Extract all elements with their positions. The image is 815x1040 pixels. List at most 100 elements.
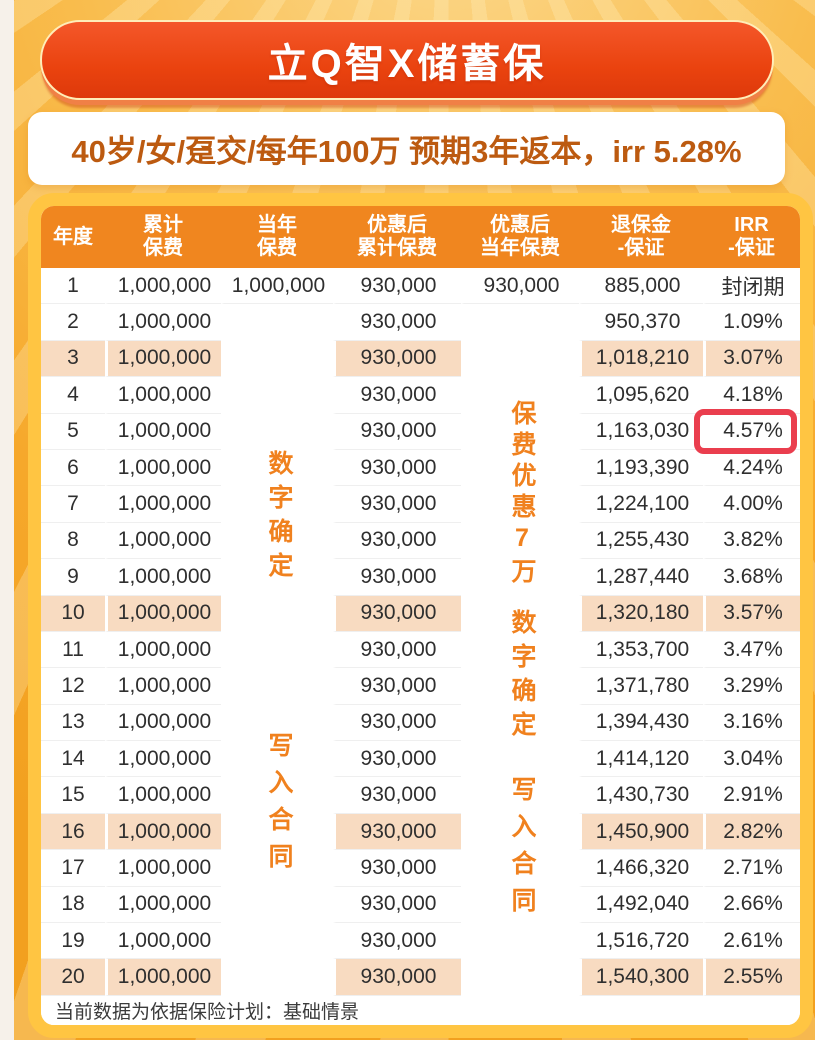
vertical-annotation: 数字确定: [265, 450, 293, 587]
cell-year: 19: [41, 923, 105, 960]
cell-cumulative-premium: 1,000,000: [105, 631, 221, 669]
table-row: 12 1,000,000 930,000 1,371,780 3.29%: [41, 668, 800, 705]
cell-cumulative-premium: 1,000,000: [105, 668, 221, 705]
cell-discounted-cumulative-premium: 930,000: [333, 268, 461, 305]
table-row: 7 1,000,000 930,000 1,224,100 4.00%: [41, 486, 800, 523]
cell-irr: 3.68%: [703, 559, 800, 596]
cell-year: 12: [41, 668, 105, 705]
cell-irr: 封闭期: [703, 268, 800, 305]
vertical-annotation: 保费优惠7万: [508, 400, 536, 590]
cell-irr: 3.29%: [703, 668, 800, 705]
cell-surrender-value: 1,320,180: [579, 595, 703, 632]
column-header-discounted-cumulative-premium: 优惠后 累计保费: [333, 206, 461, 268]
cell-discounted-cumulative-premium: 930,000: [333, 959, 461, 996]
cell-discounted-cumulative-premium: 930,000: [333, 813, 461, 851]
cell-year: 10: [41, 595, 105, 632]
table-row: 1 1,000,000 1,000,000 930,000 930,000 885,000…: [41, 268, 800, 305]
table-row: 18 1,000,000 930,000 1,492,040 2.66%: [41, 886, 800, 924]
cell-discounted-cumulative-premium: 930,000: [333, 595, 461, 632]
cell-surrender-value: 1,353,700: [579, 631, 703, 669]
table-row: 17 1,000,000 930,000 1,466,320 2.71%: [41, 850, 800, 887]
cell-irr: 4.00%: [703, 486, 800, 523]
cell-irr: 2.61%: [703, 923, 800, 960]
cell-cumulative-premium: 1,000,000: [105, 704, 221, 742]
column-header-irr-guaranteed: IRR -保证: [703, 206, 800, 268]
cell-discounted-cumulative-premium: 930,000: [333, 559, 461, 596]
benefit-table-card: 年度 累计 保费 当年 保费 优惠后 累计保费 优惠后 当年保费 退保金 -保证…: [28, 193, 813, 1038]
cell-irr: 4.24%: [703, 449, 800, 487]
cell-cumulative-premium: 1,000,000: [105, 813, 221, 851]
cell-irr: 3.47%: [703, 631, 800, 669]
cell-year: 3: [41, 340, 105, 378]
vertical-annotation: 写入合同: [265, 732, 293, 881]
cell-surrender-value: 885,000: [579, 268, 703, 305]
cell-cumulative-premium: 1,000,000: [105, 595, 221, 632]
cell-surrender-value: 1,492,040: [579, 886, 703, 924]
cell-year: 15: [41, 777, 105, 814]
plan-summary-bar: 40岁/女/趸交/每年100万 预期3年返本，irr 5.28%: [28, 112, 785, 185]
cell-surrender-value: 1,018,210: [579, 340, 703, 378]
cell-cumulative-premium: 1,000,000: [105, 340, 221, 378]
vertical-annotation: 数字确定: [508, 609, 536, 746]
cell-cumulative-premium: 1,000,000: [105, 522, 221, 560]
cell-surrender-value: 1,163,030: [579, 413, 703, 450]
cell-year: 1: [41, 268, 105, 305]
cell-surrender-value: 1,414,120: [579, 741, 703, 778]
cell-irr: 3.07%: [703, 340, 800, 378]
column-header-year: 年度: [41, 206, 105, 268]
vertical-annotation: 写入合同: [508, 776, 536, 925]
column-header-cumulative-premium: 累计 保费: [105, 206, 221, 268]
cell-surrender-value: 1,450,900: [579, 813, 703, 851]
table-row: 13 1,000,000 930,000 1,394,430 3.16%: [41, 704, 800, 742]
cell-discounted-cumulative-premium: 930,000: [333, 377, 461, 414]
product-title-banner: 立Q智X储蓄保: [40, 20, 774, 100]
table-row: 2 1,000,000 数字确定 写入合同 930,000 保费优惠7万 数字确定 写入合同 9…: [41, 304, 800, 996]
cell-year: 2: [41, 304, 105, 341]
cell-cumulative-premium: 1,000,000: [105, 850, 221, 887]
page-left-margin: [0, 0, 14, 1040]
cell-surrender-value: 1,255,430: [579, 522, 703, 560]
cell-surrender-value: 1,193,390: [579, 449, 703, 487]
cell-irr-value: 4.57%: [723, 419, 783, 443]
table-row: 10 1,000,000 930,000 1,320,180 3.57%: [41, 595, 800, 632]
cell-year: 5: [41, 413, 105, 450]
cell-cumulative-premium: 1,000,000: [105, 486, 221, 523]
table-row: 4 1,000,000 930,000 1,095,620 4.18%: [41, 377, 800, 414]
cell-year: 7: [41, 486, 105, 523]
cell-discounted-cumulative-premium: 930,000: [333, 522, 461, 560]
cell-year: 16: [41, 813, 105, 851]
cell-surrender-value: 1,516,720: [579, 923, 703, 960]
cell-discounted-cumulative-premium: 930,000: [333, 449, 461, 487]
cell-discounted-cumulative-premium: 930,000: [333, 923, 461, 960]
cell-irr: 2.91%: [703, 777, 800, 814]
cell-year: 6: [41, 449, 105, 487]
table-row: 11 1,000,000 930,000 1,353,700 3.47%: [41, 631, 800, 669]
table-header-row: 年度 累计 保费 当年 保费 优惠后 累计保费 优惠后 当年保费 退保金 -保证…: [41, 206, 800, 268]
cell-cumulative-premium: 1,000,000: [105, 777, 221, 814]
cell-surrender-value: 1,394,430: [579, 704, 703, 742]
table-footnote: 当前数据为依据保险计划：基础情景: [41, 995, 800, 1025]
cell-irr: 2.55%: [703, 959, 800, 996]
cell-surrender-value: 1,430,730: [579, 777, 703, 814]
cell-surrender-value: 1,540,300: [579, 959, 703, 996]
cell-irr: 3.57%: [703, 595, 800, 632]
cell-discounted-cumulative-premium: 930,000: [333, 413, 461, 450]
cell-surrender-value: 1,466,320: [579, 850, 703, 887]
table-row: 8 1,000,000 930,000 1,255,430 3.82%: [41, 522, 800, 560]
cell-discounted-annual-premium: 930,000: [461, 268, 579, 305]
table-row: 19 1,000,000 930,000 1,516,720 2.61%: [41, 923, 800, 960]
cell-irr: 1.09%: [703, 304, 800, 341]
cell-irr: 4.57%: [694, 408, 800, 454]
cell-cumulative-premium: 1,000,000: [105, 923, 221, 960]
table-row: 5 1,000,000 930,000 1,163,030 4.57%: [41, 408, 800, 454]
cell-discounted-cumulative-premium: 930,000: [333, 668, 461, 705]
merged-annotation-discounted-annual-premium: 保费优惠7万数字确定写入合同: [461, 304, 579, 996]
cell-year: 11: [41, 631, 105, 669]
cell-cumulative-premium: 1,000,000: [105, 268, 221, 305]
cell-cumulative-premium: 1,000,000: [105, 304, 221, 341]
cell-irr: 4.18%: [703, 377, 800, 414]
cell-cumulative-premium: 1,000,000: [105, 413, 221, 450]
cell-year: 14: [41, 741, 105, 778]
cell-cumulative-premium: 1,000,000: [105, 449, 221, 487]
cell-year: 13: [41, 704, 105, 742]
